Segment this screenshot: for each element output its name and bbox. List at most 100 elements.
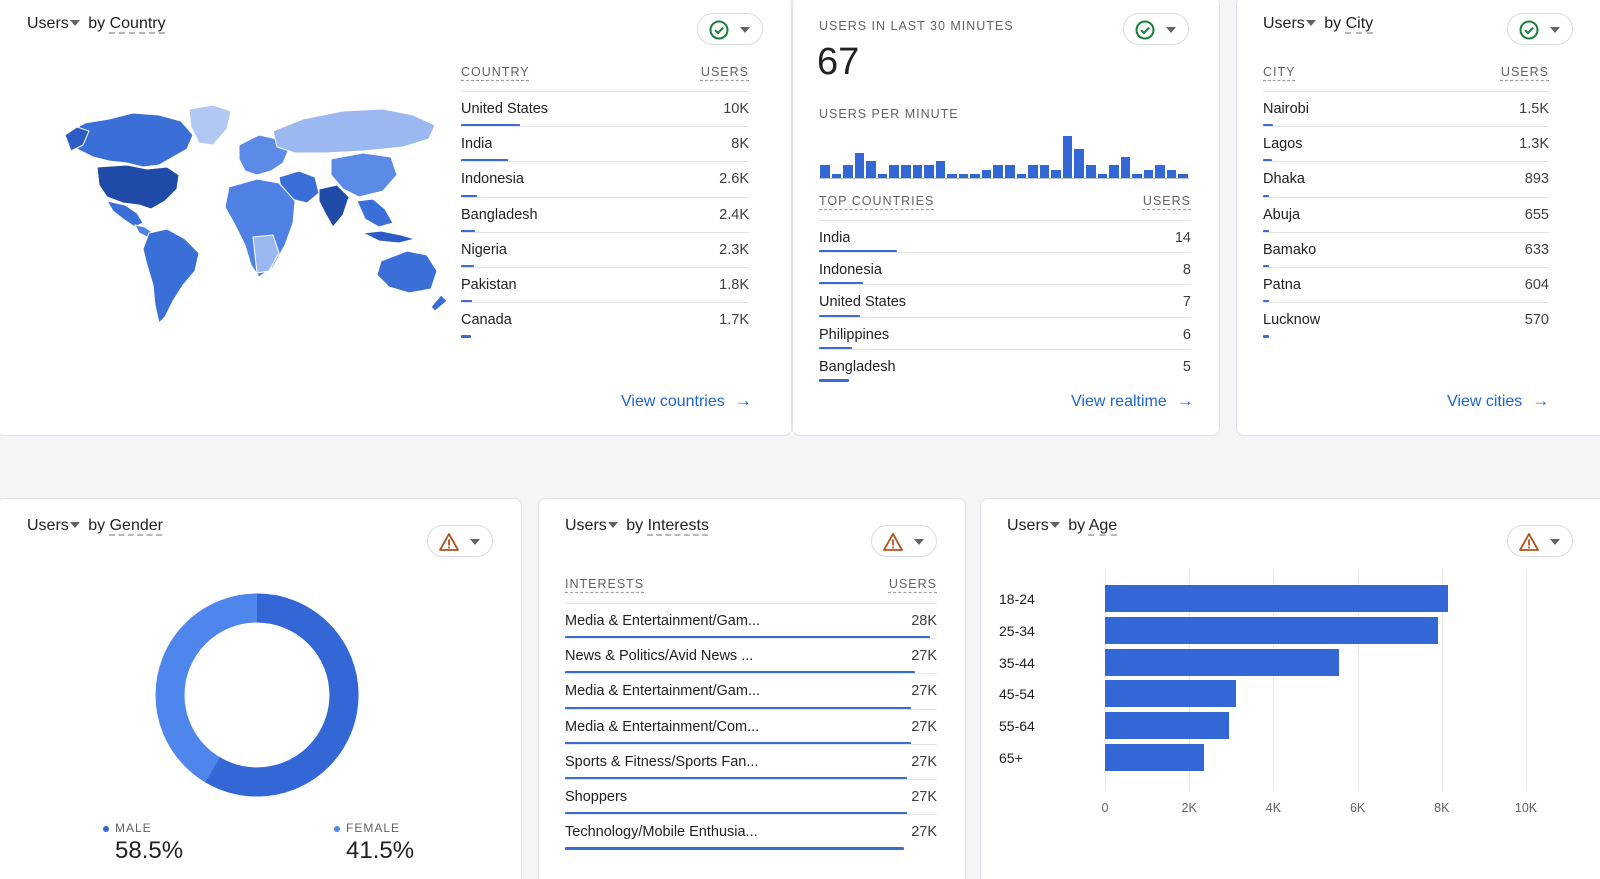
table-row[interactable]: India 8K	[461, 126, 749, 163]
table-row[interactable]: United States 7	[819, 284, 1191, 318]
table-row[interactable]: Sports & Fitness/Sports Fan... 27K	[565, 743, 937, 780]
map-china[interactable]	[330, 152, 398, 198]
age-bar[interactable]	[1105, 616, 1438, 644]
per-minute-bar[interactable]	[1074, 148, 1084, 178]
table-row[interactable]: Abuja 655	[1263, 196, 1549, 233]
col-interests[interactable]: INTERESTS	[565, 577, 645, 591]
status-dropdown[interactable]	[1123, 13, 1189, 45]
metric-selector[interactable]: Users	[27, 15, 84, 32]
map-usa[interactable]	[96, 164, 180, 210]
status-dropdown[interactable]	[871, 525, 937, 557]
per-minute-bar[interactable]	[935, 161, 946, 178]
col-users[interactable]: USERS	[888, 577, 937, 591]
map-india[interactable]	[318, 184, 350, 228]
table-row[interactable]: Media & Entertainment/Gam... 27K	[565, 673, 937, 710]
table-row[interactable]: Bangladesh 2.4K	[461, 196, 749, 233]
map-australia[interactable]	[376, 250, 438, 294]
age-bar[interactable]	[1105, 712, 1230, 740]
per-minute-bar[interactable]	[1178, 173, 1188, 178]
table-row[interactable]: Canada 1.7K	[461, 302, 749, 339]
per-minute-bar[interactable]	[970, 173, 980, 178]
metric-selector[interactable]: Users	[1007, 517, 1064, 534]
per-minute-bar[interactable]	[924, 165, 934, 178]
map-indonesia[interactable]	[361, 230, 417, 244]
metric-selector[interactable]: Users	[1263, 15, 1320, 32]
per-minute-bar[interactable]	[1132, 173, 1142, 178]
per-minute-bar[interactable]	[831, 173, 842, 178]
map-alaska[interactable]	[64, 126, 90, 152]
table-row[interactable]: Patna 604	[1263, 267, 1549, 304]
per-minute-bar[interactable]	[981, 169, 992, 178]
table-row[interactable]: Media & Entertainment/Com... 27K	[565, 708, 937, 745]
table-row[interactable]: Bamako 633	[1263, 231, 1549, 268]
table-row[interactable]: United States 10K	[461, 91, 749, 128]
per-minute-bar[interactable]	[1120, 157, 1131, 178]
per-minute-bar[interactable]	[1028, 165, 1038, 178]
users-per-minute-chart[interactable]	[819, 135, 1189, 179]
table-row[interactable]: Lucknow 570	[1263, 302, 1549, 339]
table-row[interactable]: Nigeria 2.3K	[461, 231, 749, 268]
table-row[interactable]: India 14	[819, 220, 1191, 254]
per-minute-bar[interactable]	[1062, 136, 1073, 178]
map-south-america[interactable]	[142, 228, 200, 324]
metric-selector[interactable]: Users	[565, 517, 622, 534]
per-minute-bar[interactable]	[947, 173, 957, 178]
col-city[interactable]: CITY	[1263, 65, 1296, 79]
world-map[interactable]	[63, 105, 457, 335]
per-minute-bar[interactable]	[912, 165, 923, 178]
per-minute-bar[interactable]	[993, 165, 1003, 178]
table-row[interactable]: Bangladesh 5	[819, 348, 1191, 382]
per-minute-bar[interactable]	[1039, 165, 1050, 178]
map-greenland[interactable]	[188, 105, 232, 146]
col-users[interactable]: USERS	[1500, 65, 1549, 79]
age-bar[interactable]	[1105, 744, 1204, 771]
table-row[interactable]: Indonesia 8	[819, 252, 1191, 286]
map-mexico[interactable]	[105, 200, 144, 228]
per-minute-bar[interactable]	[1155, 165, 1165, 178]
per-minute-bar[interactable]	[1005, 165, 1015, 178]
per-minute-bar[interactable]	[1109, 165, 1119, 178]
donut-male-segment[interactable]	[155, 593, 359, 797]
per-minute-bar[interactable]	[1143, 169, 1154, 178]
table-row[interactable]: Media & Entertainment/Gam... 28K	[565, 603, 937, 640]
per-minute-bar[interactable]	[1085, 165, 1096, 178]
per-minute-bar[interactable]	[900, 165, 911, 178]
status-dropdown[interactable]	[1507, 13, 1573, 45]
table-row[interactable]: Indonesia 2.6K	[461, 161, 749, 198]
table-row[interactable]: Dhaka 893	[1263, 161, 1549, 198]
table-row[interactable]: Technology/Mobile Enthusia... 27K	[565, 814, 937, 851]
map-southeast-asia[interactable]	[356, 198, 394, 228]
age-bar-chart[interactable]: 0 2K 4K 6K 8K 10K 18-24 25-34 35-44 45-54 55-64 65+	[981, 499, 1600, 879]
map-russia[interactable]	[272, 108, 436, 154]
table-row[interactable]: Lagos 1.3K	[1263, 126, 1549, 163]
table-row[interactable]: Shoppers 27K	[565, 779, 937, 816]
per-minute-bar[interactable]	[958, 173, 969, 178]
view-realtime-link[interactable]: View realtime →	[1071, 391, 1194, 410]
col-users[interactable]: USERS	[1142, 194, 1191, 208]
age-bar[interactable]	[1105, 585, 1449, 612]
per-minute-bar[interactable]	[889, 165, 899, 178]
view-countries-link[interactable]: View countries →	[621, 391, 752, 410]
table-row[interactable]: Pakistan 1.8K	[461, 267, 749, 304]
per-minute-bar[interactable]	[866, 161, 876, 178]
per-minute-bar[interactable]	[854, 152, 865, 178]
status-dropdown[interactable]	[1507, 525, 1573, 557]
map-africa-south[interactable]	[252, 234, 280, 274]
per-minute-bar[interactable]	[1016, 173, 1027, 178]
table-row[interactable]: News & Politics/Avid News ... 27K	[565, 638, 937, 675]
col-top-countries[interactable]: TOP COUNTRIES	[819, 194, 935, 208]
status-dropdown[interactable]	[427, 525, 493, 557]
per-minute-bar[interactable]	[820, 165, 830, 178]
col-users[interactable]: USERS	[700, 65, 749, 79]
col-country[interactable]: COUNTRY	[461, 65, 530, 79]
table-row[interactable]: Philippines 6	[819, 316, 1191, 350]
per-minute-bar[interactable]	[1097, 173, 1108, 178]
per-minute-bar[interactable]	[1166, 169, 1177, 178]
metric-selector[interactable]: Users	[27, 517, 84, 534]
age-bar[interactable]	[1105, 680, 1236, 708]
status-dropdown[interactable]	[697, 13, 763, 45]
gender-donut-chart[interactable]	[155, 593, 359, 797]
age-bar[interactable]	[1105, 648, 1339, 676]
map-new-zealand[interactable]	[430, 294, 448, 312]
map-canada[interactable]	[67, 112, 194, 168]
